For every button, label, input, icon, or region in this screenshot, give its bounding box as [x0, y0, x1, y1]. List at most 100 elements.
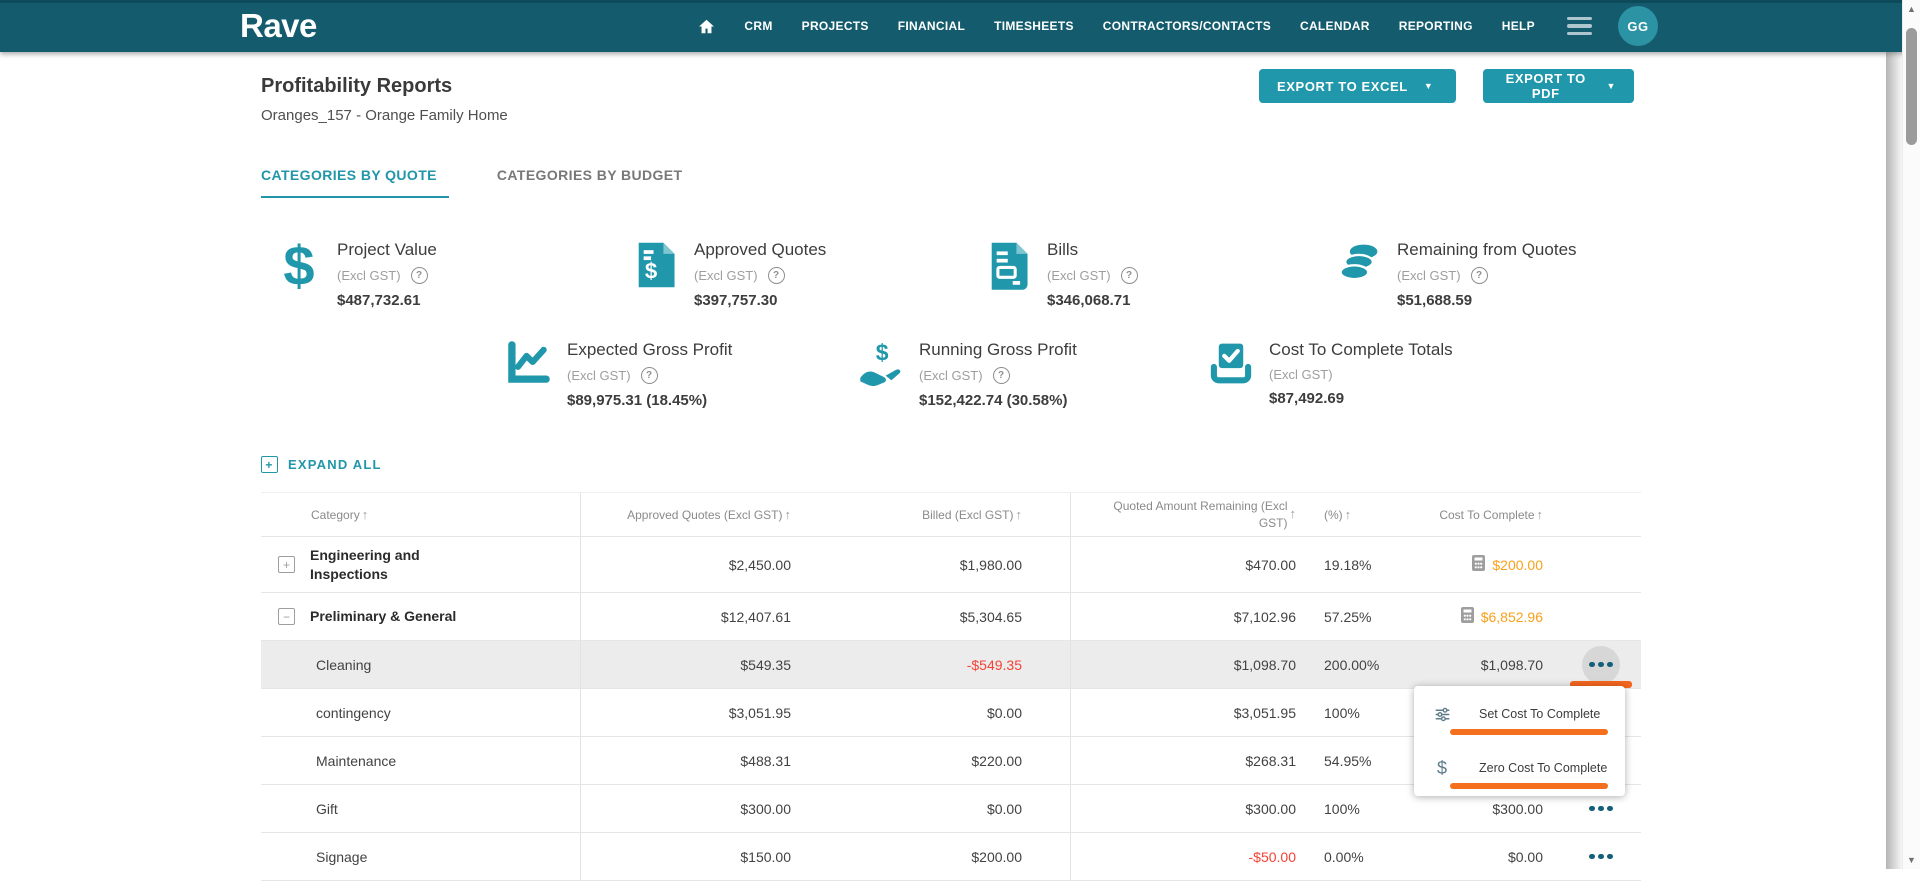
help-icon[interactable]: ?	[641, 367, 658, 384]
table-row-cleaning[interactable]: Cleaning $549.35 -$549.35 $1,098.70 200.…	[261, 641, 1641, 689]
card-value: $87,492.69	[1269, 390, 1453, 407]
table-row[interactable]: Signage $150.00 $200.00 -$50.00 0.00% $0…	[261, 833, 1641, 881]
column-header-category[interactable]: Category↑	[261, 493, 581, 536]
calculator-icon	[1472, 555, 1485, 574]
column-header-approved-quotes[interactable]: Approved Quotes (Excl GST)↑	[581, 493, 791, 536]
tab-categories-by-budget[interactable]: CATEGORIES BY BUDGET	[497, 161, 695, 198]
chevron-down-icon: ▼	[1606, 81, 1616, 91]
sort-arrow-icon: ↑	[1345, 507, 1352, 522]
top-nav: Rave CRM PROJECTS FINANCIAL TIMESHEETS C…	[0, 0, 1920, 52]
card-title: Running Gross Profit	[919, 340, 1077, 360]
row-actions-button[interactable]	[1582, 646, 1620, 684]
card-note: (Excl GST)	[337, 268, 401, 283]
card-approved-quotes: $ Approved Quotes (Excl GST)? $397,757.3…	[632, 240, 992, 309]
card-title: Remaining from Quotes	[1397, 240, 1577, 260]
bill-icon	[985, 240, 1033, 309]
card-running-gross-profit: $ Running Gross Profit (Excl GST)? $152,…	[857, 340, 1217, 409]
scroll-down-icon[interactable]: ▼	[1903, 853, 1920, 867]
plus-square-icon: +	[261, 456, 278, 473]
column-header-cost-to-complete[interactable]: Cost To Complete↑	[1401, 493, 1561, 536]
card-value: $89,975.31 (18.45%)	[567, 392, 732, 409]
hand-dollar-icon: $	[857, 340, 905, 409]
card-note: (Excl GST)	[919, 368, 983, 383]
nav-item-contractors-contacts[interactable]: CONTRACTORS/CONTACTS	[1103, 19, 1271, 33]
user-avatar[interactable]: GG	[1618, 6, 1658, 46]
card-remaining-from-quotes: Remaining from Quotes (Excl GST)? $51,68…	[1335, 240, 1695, 309]
card-bills: Bills (Excl GST)? $346,068.71	[985, 240, 1345, 309]
table-header-row: Category↑ Approved Quotes (Excl GST)↑ Bi…	[261, 492, 1641, 537]
expand-row-icon[interactable]: +	[278, 556, 295, 573]
column-header-billed[interactable]: Billed (Excl GST)↑	[791, 493, 1071, 536]
menu-item-zero-cost-to-complete[interactable]: $ Zero Cost To Complete	[1414, 741, 1625, 795]
nav-item-crm[interactable]: CRM	[744, 19, 772, 33]
report-tabs: CATEGORIES BY QUOTE CATEGORIES BY BUDGET	[261, 161, 1641, 198]
expand-all-label: EXPAND ALL	[288, 457, 382, 472]
vertical-scrollbar[interactable]: ▲ ▼	[1902, 0, 1920, 869]
expand-all-button[interactable]: + EXPAND ALL	[261, 456, 382, 473]
export-to-excel-label: EXPORT TO EXCEL	[1277, 79, 1408, 94]
nav-item-calendar[interactable]: CALENDAR	[1300, 19, 1370, 33]
card-value: $397,757.30	[694, 292, 826, 309]
card-note: (Excl GST)	[694, 268, 758, 283]
card-title: Cost To Complete Totals	[1269, 340, 1453, 360]
quote-document-icon: $	[632, 240, 680, 309]
column-header-quoted-amount-remaining[interactable]: Quoted Amount Remaining (Excl GST)↑	[1071, 493, 1296, 536]
card-value: $346,068.71	[1047, 292, 1138, 309]
menu-item-set-cost-to-complete[interactable]: Set Cost To Complete	[1414, 687, 1625, 741]
help-icon[interactable]: ?	[411, 267, 428, 284]
card-note: (Excl GST)	[567, 368, 631, 383]
row-actions-button[interactable]	[1582, 838, 1620, 876]
app-logo[interactable]: Rave	[240, 7, 317, 45]
sort-arrow-icon: ↑	[1016, 507, 1023, 522]
tune-icon	[1432, 706, 1452, 723]
export-to-pdf-button[interactable]: EXPORT TO PDF ▼	[1483, 69, 1634, 103]
card-title: Approved Quotes	[694, 240, 826, 260]
card-title: Project Value	[337, 240, 437, 260]
help-icon[interactable]: ?	[768, 267, 785, 284]
table-row[interactable]: −Preliminary & General $12,407.61 $5,304…	[261, 593, 1641, 641]
calculator-icon	[1461, 607, 1474, 626]
page-edge-shadow	[1886, 52, 1903, 869]
svg-text:$: $	[876, 340, 889, 366]
card-project-value: $ Project Value (Excl GST)? $487,732.61	[275, 240, 635, 309]
nav-item-reporting[interactable]: REPORTING	[1399, 19, 1473, 33]
help-icon[interactable]: ?	[1471, 267, 1488, 284]
card-value: $487,732.61	[337, 292, 437, 309]
project-subtitle: Oranges_157 - Orange Family Home	[261, 107, 1641, 124]
nav-item-projects[interactable]: PROJECTS	[802, 19, 869, 33]
menu-item-underline	[1450, 783, 1608, 789]
hamburger-menu-icon[interactable]	[1567, 17, 1592, 36]
scrollbar-thumb[interactable]	[1906, 28, 1917, 145]
card-note: (Excl GST)	[1269, 367, 1333, 382]
nav-item-help[interactable]: HELP	[1502, 19, 1535, 33]
sort-arrow-icon: ↑	[1537, 507, 1544, 522]
card-title: Bills	[1047, 240, 1138, 260]
check-tray-icon	[1207, 340, 1255, 407]
svg-text:$: $	[645, 259, 658, 284]
line-chart-icon	[505, 340, 553, 409]
nav-links: CRM PROJECTS FINANCIAL TIMESHEETS CONTRA…	[698, 18, 1535, 35]
nav-item-financial[interactable]: FINANCIAL	[898, 19, 965, 33]
collapse-row-icon[interactable]: −	[278, 608, 295, 625]
card-note: (Excl GST)	[1397, 268, 1461, 283]
dollar-icon: $	[1432, 758, 1452, 779]
dollar-icon: $	[275, 240, 323, 309]
row-actions-menu: Set Cost To Complete $ Zero Cost To Comp…	[1414, 686, 1625, 796]
menu-item-underline	[1450, 729, 1608, 735]
coins-icon	[1335, 240, 1383, 309]
home-icon[interactable]	[698, 18, 715, 35]
card-title: Expected Gross Profit	[567, 340, 732, 360]
help-icon[interactable]: ?	[1121, 267, 1138, 284]
card-cost-to-complete-totals: Cost To Complete Totals (Excl GST) $87,4…	[1207, 340, 1567, 407]
card-expected-gross-profit: Expected Gross Profit (Excl GST)? $89,97…	[505, 340, 865, 409]
chevron-down-icon: ▼	[1424, 81, 1434, 91]
table-row[interactable]: +Engineering and Inspections $2,450.00 $…	[261, 537, 1641, 593]
export-to-excel-button[interactable]: EXPORT TO EXCEL ▼	[1259, 69, 1456, 103]
scroll-up-icon[interactable]: ▲	[1903, 2, 1920, 16]
card-value: $152,422.74 (30.58%)	[919, 392, 1077, 409]
column-header-percent[interactable]: (%)↑	[1296, 493, 1401, 536]
nav-item-timesheets[interactable]: TIMESHEETS	[994, 19, 1074, 33]
tab-categories-by-quote[interactable]: CATEGORIES BY QUOTE	[261, 161, 449, 198]
export-to-pdf-label: EXPORT TO PDF	[1501, 71, 1590, 101]
help-icon[interactable]: ?	[993, 367, 1010, 384]
